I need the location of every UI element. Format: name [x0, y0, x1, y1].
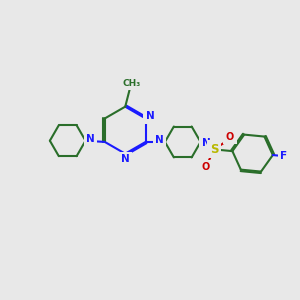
Text: O: O [201, 162, 210, 172]
Text: N: N [121, 154, 130, 164]
Text: N: N [86, 134, 95, 144]
Text: CH₃: CH₃ [122, 79, 141, 88]
Text: O: O [226, 131, 234, 142]
Text: N: N [155, 135, 164, 145]
Text: N: N [202, 138, 210, 148]
Text: N: N [146, 111, 154, 122]
Text: S: S [210, 143, 218, 156]
Text: F: F [280, 151, 287, 161]
